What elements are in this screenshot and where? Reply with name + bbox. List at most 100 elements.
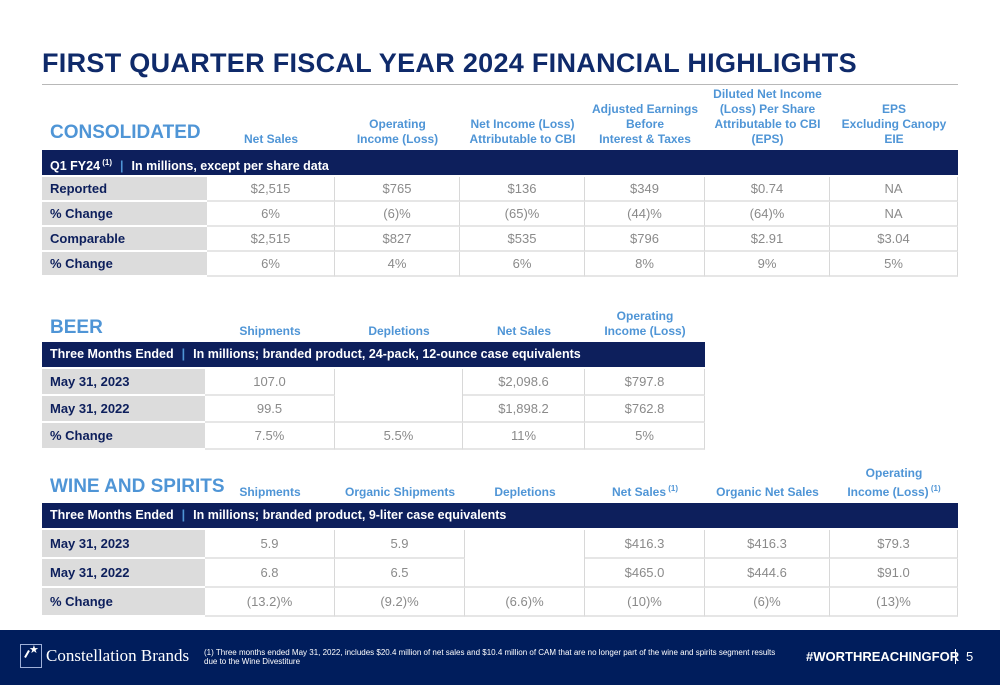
column-header: Depletions bbox=[494, 485, 556, 499]
column-header: Operating Income (Loss) (1) bbox=[847, 466, 941, 499]
table-cell: $2.91 bbox=[705, 227, 830, 252]
table-cell: $465.0 bbox=[585, 559, 705, 588]
table-cell: (6.6)% bbox=[465, 588, 585, 617]
table-cell: 9% bbox=[705, 252, 830, 277]
table-cell: $2,515 bbox=[207, 177, 335, 202]
table-cell: 11% bbox=[463, 423, 585, 450]
table-row: % Change 6% (6)% (65)% (44)% (64)% NA bbox=[42, 202, 958, 227]
table-cell: $136 bbox=[460, 177, 585, 202]
table-cell: $349 bbox=[585, 177, 705, 202]
table-cell: (65)% bbox=[460, 202, 585, 227]
footer: ★ Constellation Brands (1) Three months … bbox=[0, 630, 1000, 685]
table-cell: 99.5 bbox=[205, 396, 335, 423]
table-cell: $79.3 bbox=[830, 530, 958, 559]
table-cell: $416.3 bbox=[705, 530, 830, 559]
brand-name: Constellation Brands bbox=[46, 646, 190, 665]
table-row: Comparable $2,515 $827 $535 $796 $2.91 $3.04 bbox=[42, 227, 958, 252]
star-logo-icon: ★ bbox=[20, 644, 42, 668]
table-cell: 5.5% bbox=[335, 423, 463, 450]
table-cell: (64)% bbox=[705, 202, 830, 227]
data-table: Reported $2,515 $765 $136 $349 $0.74 NA% Chang… bbox=[42, 177, 958, 277]
table-cell: NA bbox=[830, 177, 958, 202]
table-cell: $796 bbox=[585, 227, 705, 252]
section-title: WINE AND SPIRITS bbox=[50, 476, 225, 497]
table-cell: $444.6 bbox=[705, 559, 830, 588]
table-cell: (6)% bbox=[335, 202, 460, 227]
table-cell: 6% bbox=[207, 252, 335, 277]
column-header: Operating Income (Loss) bbox=[604, 309, 686, 338]
table-cell: (10)% bbox=[585, 588, 705, 617]
logo: ★ Constellation Brands bbox=[20, 644, 189, 668]
table-cell: 5% bbox=[830, 252, 958, 277]
separator: | bbox=[120, 159, 124, 174]
column-header: Net Sales bbox=[243, 132, 299, 146]
subheader-period: Three Months Ended bbox=[50, 347, 174, 361]
table-cell: $762.8 bbox=[585, 396, 705, 423]
table-cell: 6.8 bbox=[205, 559, 335, 588]
table-cell bbox=[335, 369, 463, 423]
table-cell: $797.8 bbox=[585, 369, 705, 396]
table-cell: 5% bbox=[585, 423, 705, 450]
column-header: Depletions bbox=[368, 324, 430, 338]
table-cell: $3.04 bbox=[830, 227, 958, 252]
table-cell: $2,098.6 bbox=[463, 369, 585, 396]
row-label: May 31, 2022 bbox=[42, 396, 205, 423]
row-label: Comparable bbox=[42, 227, 207, 252]
subheader-units: In millions; branded product, 9-liter ca… bbox=[193, 508, 507, 522]
table-row: May 31, 2022 6.8 6.5 $465.0 $444.6 $91.0 bbox=[42, 559, 958, 588]
table-cell: 6% bbox=[207, 202, 335, 227]
footnote: (1) Three months ended May 31, 2022, inc… bbox=[204, 648, 776, 666]
column-header: Net Sales (1) bbox=[611, 484, 679, 499]
column-header: Organic Shipments bbox=[344, 485, 456, 499]
data-table: May 31, 2023 5.9 5.9 $416.3 $416.3 $79.3 May 3… bbox=[42, 530, 958, 617]
table-row: % Change 6% 4% 6% 8% 9% 5% bbox=[42, 252, 958, 277]
column-header: Adjusted Earnings Before Interest & Taxes bbox=[591, 102, 698, 146]
table-cell: 6.5 bbox=[335, 559, 465, 588]
table-row: May 31, 2023 107.0 $2,098.6 $797.8 bbox=[42, 369, 705, 423]
table-row: May 31, 2022 99.5 $1,898.2 $762.8 bbox=[42, 396, 705, 423]
row-label: % Change bbox=[42, 423, 205, 450]
table-cell: $2,515 bbox=[207, 227, 335, 252]
table-cell: (13)% bbox=[830, 588, 958, 617]
table-cell: $765 bbox=[335, 177, 460, 202]
table-cell: 7.5% bbox=[205, 423, 335, 450]
section-title: CONSOLIDATED bbox=[50, 122, 201, 143]
table-cell: 107.0 bbox=[205, 369, 335, 396]
table-subheader-bar: Three Months Ended | In millions; branded … bbox=[42, 342, 705, 367]
table-cell: 6% bbox=[460, 252, 585, 277]
table-cell: 8% bbox=[585, 252, 705, 277]
table-cell: (9.2)% bbox=[335, 588, 465, 617]
table-cell: 5.9 bbox=[205, 530, 335, 559]
table-cell: $827 bbox=[335, 227, 460, 252]
subheader-units: In millions, except per share data bbox=[131, 159, 329, 174]
table-cell: $535 bbox=[460, 227, 585, 252]
subheader-period: Three Months Ended bbox=[50, 508, 174, 522]
row-label: May 31, 2022 bbox=[42, 559, 205, 588]
table-cell bbox=[465, 530, 585, 588]
table-row: % Change 7.5% 5.5% 11% 5% bbox=[42, 423, 705, 450]
column-header: Operating Income (Loss) bbox=[356, 117, 439, 146]
data-table: May 31, 2023 107.0 $2,098.6 $797.8 May 31, 2… bbox=[42, 369, 705, 450]
table-row: May 31, 2023 5.9 5.9 $416.3 $416.3 $79.3 bbox=[42, 530, 958, 588]
row-label: % Change bbox=[42, 202, 207, 227]
table-cell: NA bbox=[830, 202, 958, 227]
subheader-units: In millions; branded product, 24-pack, 1… bbox=[193, 347, 581, 361]
table-cell: $1,898.2 bbox=[463, 396, 585, 423]
table-cell: $416.3 bbox=[585, 530, 705, 559]
subheader-period: Q1 FY24 bbox=[50, 159, 101, 174]
column-header: Organic Net Sales bbox=[716, 485, 819, 499]
section-title: BEER bbox=[50, 317, 103, 338]
table-row: Reported $2,515 $765 $136 $349 $0.74 NA bbox=[42, 177, 958, 202]
column-header: Diluted Net Income (Loss) Per Share Attrib… bbox=[713, 87, 822, 146]
separator: | bbox=[181, 347, 186, 361]
table-cell: 4% bbox=[335, 252, 460, 277]
row-label: May 31, 2023 bbox=[42, 369, 205, 396]
table-row: % Change (13.2)% (9.2)% (6.6)% (10)% (6)% (13)… bbox=[42, 588, 958, 617]
table-cell: 5.9 bbox=[335, 530, 465, 559]
table-cell: $91.0 bbox=[830, 559, 958, 588]
column-header: EPS Excluding Canopy EIE bbox=[841, 102, 947, 146]
table-cell: (13.2)% bbox=[205, 588, 335, 617]
row-label: % Change bbox=[42, 252, 207, 277]
table-cell: $0.74 bbox=[705, 177, 830, 202]
row-label: May 31, 2023 bbox=[42, 530, 205, 559]
